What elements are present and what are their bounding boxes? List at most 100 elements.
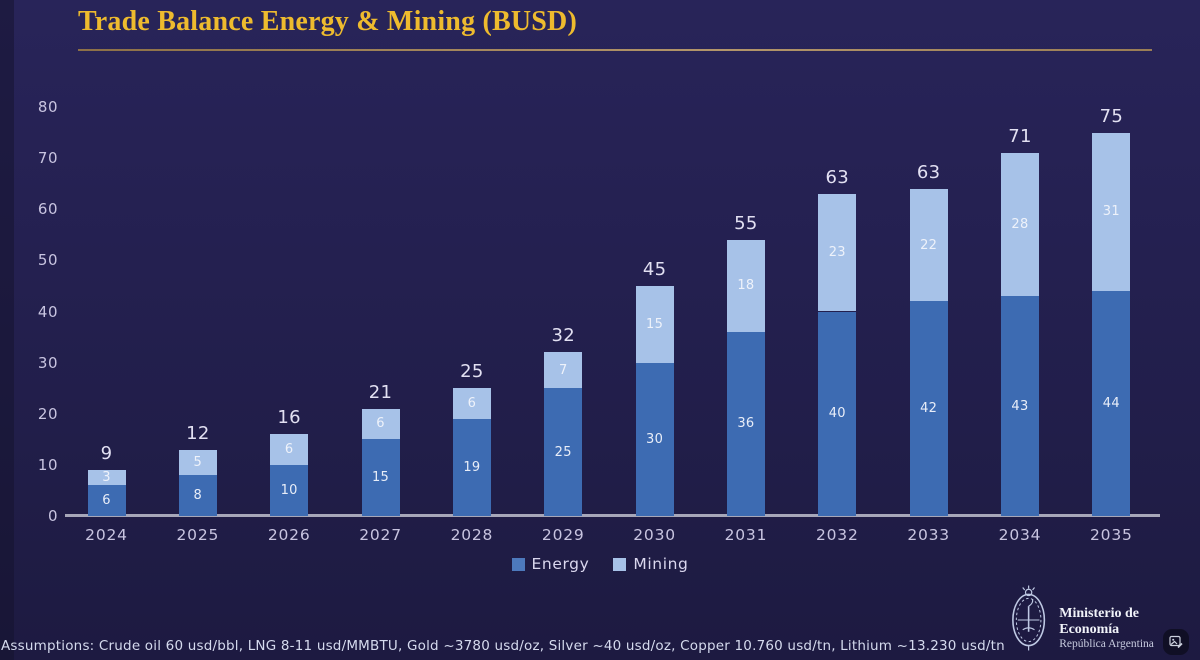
y-axis-tick-label: 70 (37, 149, 58, 168)
mining-bar-segment: 3 (87, 469, 126, 486)
y-axis-tick-label: 40 (37, 302, 58, 321)
total-value-label: 9 (100, 442, 113, 464)
y-axis-tick-label: 20 (37, 404, 58, 423)
mining-value-label: 28 (1011, 217, 1029, 233)
mining-bar-segment: 15 (635, 285, 674, 363)
mining-value-label: 7 (558, 362, 568, 378)
y-axis-tick-label: 0 (47, 507, 58, 525)
mining-bar-segment: 31 (1092, 132, 1131, 292)
total-value-label: 63 (825, 166, 850, 188)
total-value-label: 32 (551, 325, 575, 347)
legend-item-mining: Mining (613, 555, 688, 573)
mining-value-label: 6 (467, 396, 477, 412)
chart-legend: Energy Mining (0, 555, 1200, 573)
energy-value-label: 42 (920, 401, 938, 417)
mining-bar-segment: 28 (1001, 153, 1039, 297)
energy-bar-segment: 42 (909, 301, 948, 516)
mining-value-label: 6 (284, 442, 294, 458)
left-edge-shadow (0, 0, 14, 660)
y-axis-tick-label: 10 (37, 455, 58, 474)
energy-bar-segment: 8 (178, 475, 217, 516)
image-edit-overlay-button[interactable] (1163, 629, 1189, 655)
mining-value-label: 5 (193, 454, 203, 470)
mining-value-label: 22 (920, 237, 938, 253)
energy-value-label: 40 (828, 406, 846, 422)
total-value-label: 63 (916, 161, 941, 183)
total-value-label: 55 (734, 212, 758, 234)
energy-swatch-icon (511, 557, 525, 571)
energy-value-label: 36 (737, 416, 755, 432)
legend-item-energy: Energy (511, 555, 590, 573)
mining-value-label: 18 (737, 278, 755, 294)
energy-value-label: 30 (646, 431, 664, 447)
energy-value-label: 15 (371, 470, 390, 486)
mining-value-label: 15 (646, 316, 664, 332)
argentina-coat-of-arms-icon (1012, 585, 1046, 651)
title-underline (78, 49, 1152, 51)
chart-title: Trade Balance Energy & Mining (BUSD) (78, 6, 578, 37)
energy-bar-segment: 10 (270, 464, 309, 516)
total-value-label: 45 (642, 258, 667, 280)
mining-bar-segment: 5 (178, 449, 217, 476)
total-value-label: 21 (368, 381, 393, 403)
energy-bar-segment: 44 (1092, 291, 1131, 516)
total-value-label: 25 (460, 361, 484, 383)
mining-swatch-icon (613, 557, 627, 571)
y-axis-tick-label: 60 (37, 200, 58, 219)
y-axis-tick-label: 30 (37, 353, 58, 372)
mining-bar-segment: 7 (544, 352, 583, 389)
energy-value-label: 6 (102, 493, 111, 509)
energy-bar-segment: 25 (544, 388, 583, 516)
x-axis-year-label: 2028 (450, 526, 494, 544)
image-edit-icon (1169, 635, 1183, 649)
energy-bar-segment: 36 (726, 331, 765, 516)
energy-value-label: 44 (1102, 396, 1120, 412)
x-axis-year-label: 2024 (85, 526, 128, 544)
x-axis-year-label: 2032 (815, 526, 859, 544)
legend-label-mining: Mining (633, 555, 689, 573)
x-axis-line (65, 514, 1160, 517)
x-axis-year-label: 2035 (1090, 526, 1133, 544)
ministry-branding: Ministerio de Economía República Argenti… (1006, 582, 1200, 654)
total-value-label: 75 (1099, 105, 1124, 127)
energy-value-label: 10 (280, 482, 298, 498)
assumptions-note: Assumptions: Crude oil 60 usd/bbl, LNG 8… (1, 638, 1005, 654)
x-axis-year-label: 2030 (633, 526, 676, 544)
x-axis-year-label: 2027 (359, 526, 402, 544)
x-axis-year-label: 2031 (724, 526, 768, 544)
energy-value-label: 8 (193, 488, 203, 504)
mining-bar-segment: 6 (270, 434, 309, 465)
energy-bar-segment: 30 (635, 362, 674, 516)
mining-value-label: 6 (376, 416, 385, 432)
mining-value-label: 31 (1102, 204, 1120, 220)
mining-bar-segment: 6 (361, 408, 400, 440)
total-value-label: 12 (186, 422, 210, 444)
x-axis-year-label: 2026 (267, 526, 311, 544)
x-axis-year-label: 2034 (998, 526, 1042, 544)
ministry-subtitle: República Argentina (1059, 638, 1154, 651)
x-axis-year-label: 2029 (541, 526, 585, 544)
x-axis-year-label: 2033 (907, 526, 950, 544)
energy-value-label: 25 (554, 444, 572, 460)
mining-bar-segment: 23 (818, 193, 857, 312)
mining-bar-segment: 22 (909, 188, 948, 302)
x-axis-year-label: 2025 (176, 526, 220, 544)
ministry-name: Ministerio de Economía (1059, 606, 1139, 638)
energy-value-label: 43 (1011, 398, 1029, 414)
energy-bar-segment: 6 (87, 485, 126, 516)
mining-bar-segment: 18 (726, 239, 765, 332)
energy-bar-segment: 40 (818, 311, 857, 516)
energy-bar-segment: 19 (452, 418, 491, 516)
energy-value-label: 19 (463, 459, 481, 475)
energy-bar-segment: 15 (361, 439, 400, 516)
total-value-label: 16 (277, 407, 301, 429)
y-axis-tick-label: 50 (37, 251, 58, 270)
mining-value-label: 3 (102, 470, 111, 486)
legend-label-energy: Energy (531, 555, 590, 573)
energy-bar-segment: 43 (1001, 296, 1039, 516)
mining-bar-segment: 6 (452, 388, 491, 419)
mining-value-label: 23 (828, 245, 846, 261)
total-value-label: 71 (1008, 126, 1032, 147)
y-axis-tick-label: 80 (37, 98, 58, 116)
